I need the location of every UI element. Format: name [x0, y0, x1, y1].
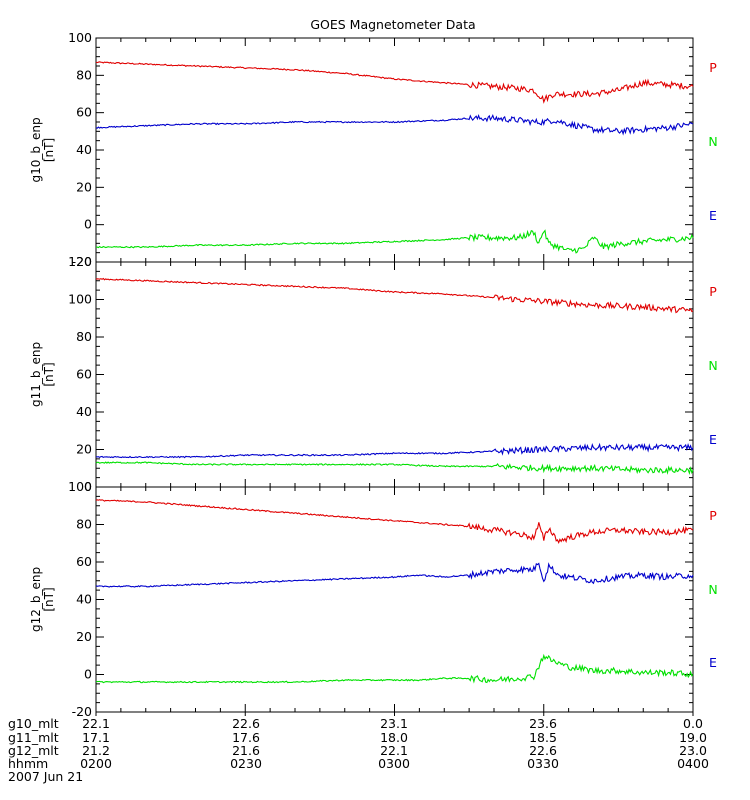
g10-mlt-0: 22.1 [82, 716, 110, 731]
series-line-green [95, 229, 694, 254]
g10-mlt-3: 23.6 [529, 716, 557, 731]
series-line-green [95, 461, 694, 475]
hhmm-2: 0300 [378, 756, 410, 771]
y-tick-label: -20 [72, 254, 92, 269]
series-line-blue [95, 562, 694, 588]
g11-mlt-0: 17.1 [82, 730, 110, 745]
hhmm-3: 0330 [527, 756, 559, 771]
y-tick-label: 40 [76, 592, 92, 607]
y-tick-label: 20 [76, 629, 92, 644]
y-tick-label: 40 [76, 142, 92, 157]
series-line-p [95, 61, 694, 104]
g12-mlt-4: 23.0 [679, 743, 707, 758]
y-tick-label: 100 [68, 292, 92, 307]
y-axis-unit: [nT] [42, 362, 56, 386]
g12-mlt-1: 21.6 [232, 743, 260, 758]
hhmm-0: 0200 [80, 756, 112, 771]
series-line-blue [95, 442, 694, 459]
y-axis-unit: [nT] [42, 138, 56, 162]
y-tick-label: 100 [68, 30, 92, 45]
y-tick-label: 40 [76, 404, 92, 419]
y-tick-label: 100 [68, 479, 92, 494]
legend-n: N [708, 582, 717, 597]
y-tick-label: 80 [76, 329, 92, 344]
y-axis-label: g11_b_enp [29, 342, 43, 407]
g12-mlt-3: 22.6 [529, 743, 557, 758]
legend-e: E [709, 655, 717, 670]
bottom-axis-table: g10_mlt g11_mlt g12_mlt hhmm 2007 Jun 21… [8, 716, 709, 784]
hhmm-4: 0400 [677, 756, 709, 771]
panel-1: -20 0 20 40 60 80 100 g10_b_enp [nT] P N E [29, 30, 718, 269]
chart-title: GOES Magnetometer Data [310, 17, 475, 32]
series-line-green [95, 653, 694, 684]
legend-n: N [708, 134, 717, 149]
y-tick-label: 60 [76, 554, 92, 569]
y-axis-label: g10_b_enp [29, 117, 43, 182]
date-label: 2007 Jun 21 [8, 769, 83, 784]
y-tick-label: 0 [84, 217, 92, 232]
legend-e: E [709, 432, 717, 447]
row-label-g11: g11_mlt [8, 730, 59, 745]
g10-mlt-4: 0.0 [683, 716, 703, 731]
y-tick-label: 20 [76, 442, 92, 457]
g10-mlt-1: 22.6 [232, 716, 260, 731]
g11-mlt-4: 19.0 [679, 730, 707, 745]
g11-mlt-1: 17.6 [232, 730, 260, 745]
row-label-g10: g10_mlt [8, 716, 59, 731]
y-tick-label: 20 [76, 179, 92, 194]
y-tick-label: 120 [68, 254, 92, 269]
y-tick-label: 0 [84, 667, 92, 682]
g10-mlt-2: 23.1 [380, 716, 408, 731]
y-tick-label: 80 [76, 517, 92, 532]
legend-p: P [709, 60, 717, 75]
legend-e: E [709, 208, 717, 223]
y-tick-label: -20 [72, 704, 92, 719]
legend-p: P [709, 284, 717, 299]
series-line-p [95, 277, 694, 314]
y-tick-label: 0 [84, 479, 92, 494]
y-tick-label: 60 [76, 105, 92, 120]
y-axis-unit: [nT] [42, 587, 56, 611]
legend-p: P [709, 508, 717, 523]
g11-mlt-3: 18.5 [529, 730, 557, 745]
hhmm-1: 0230 [230, 756, 262, 771]
y-tick-label: 80 [76, 67, 92, 82]
series-line-blue [95, 113, 694, 136]
row-label-hhmm: hhmm [8, 756, 48, 771]
g12-mlt-2: 22.1 [380, 743, 408, 758]
y-tick-label: 60 [76, 367, 92, 382]
legend-n: N [708, 358, 717, 373]
g12-mlt-0: 21.2 [82, 743, 110, 758]
y-axis-label: g12_b_enp [29, 567, 43, 632]
series-line-p [95, 499, 694, 544]
g11-mlt-2: 18.0 [380, 730, 408, 745]
row-label-g12: g12_mlt [8, 743, 59, 758]
